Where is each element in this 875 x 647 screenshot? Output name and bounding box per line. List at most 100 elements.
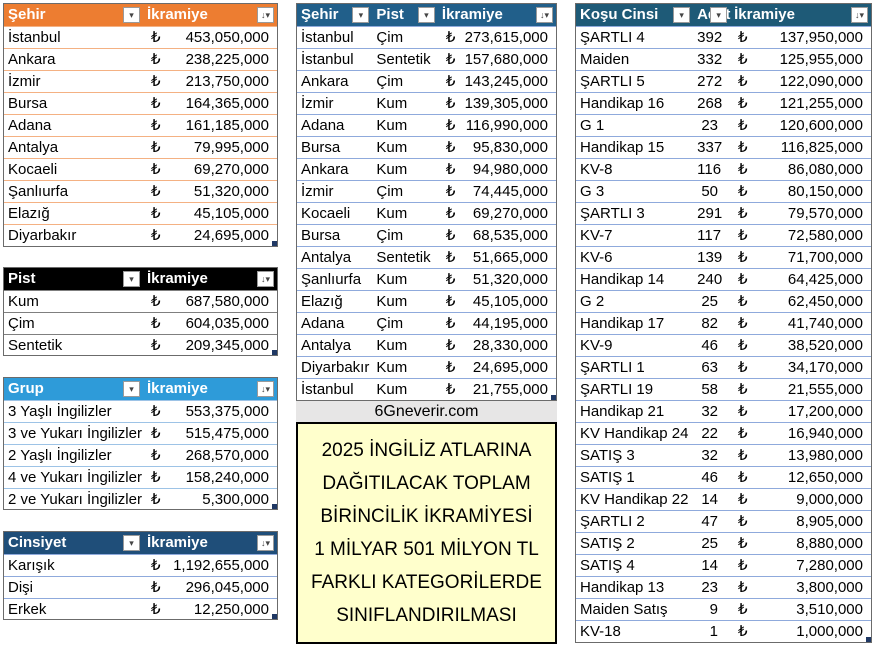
prize-value: 34,170,000 (787, 358, 863, 376)
table-row: Adana ₺ 161,185,000 (4, 114, 277, 136)
label-cell: Çim (376, 182, 404, 200)
currency-symbol: ₺ (445, 116, 456, 134)
table-row: Diyarbakır Kum ₺ 24,695,000 (297, 356, 556, 378)
currency-symbol: ₺ (738, 578, 748, 596)
table-resize-handle[interactable] (866, 637, 871, 642)
prize-value: 12,250,000 (193, 600, 269, 618)
currency-symbol: ₺ (150, 116, 161, 134)
column-header: Şehir ▾ (4, 4, 143, 26)
table-resize-handle[interactable] (272, 614, 277, 619)
label-cell: G 1 (580, 116, 605, 134)
prize-value: 553,375,000 (185, 402, 269, 420)
filter-dropdown-icon[interactable]: ▾ (417, 7, 435, 23)
table-row: Handikap 17 82 ₺ 41,740,000 (576, 312, 871, 334)
prize-cell: ₺ 553,375,000 (143, 401, 277, 423)
currency-symbol: ₺ (738, 204, 748, 222)
prize-cell: ₺ 164,365,000 (143, 93, 277, 115)
label-cell: Kum (376, 336, 408, 354)
table-row: İstanbul ₺ 453,050,000 (4, 26, 277, 48)
prize-cell: ₺ 41,740,000 (730, 313, 871, 335)
prize-value: 79,570,000 (787, 204, 863, 222)
prize-value: 116,990,000 (465, 116, 548, 134)
label-cell: Kum (376, 138, 408, 156)
sort-descending-icon[interactable]: ↓▾ (257, 7, 274, 23)
table-row: Çim ₺ 604,035,000 (4, 312, 277, 334)
table-row: Maiden Satış 9 ₺ 3,510,000 (576, 598, 871, 620)
prize-value: 64,425,000 (787, 270, 863, 288)
filter-dropdown-icon[interactable]: ▾ (352, 7, 370, 23)
column-header: İkramiye ↓▾ (438, 4, 556, 26)
table-row: KV-18 1 ₺ 1,000,000 (576, 620, 871, 642)
count-cell: 117 (697, 226, 722, 244)
table-resize-handle[interactable] (551, 395, 556, 400)
table-resize-handle[interactable] (272, 241, 277, 246)
table-resize-handle[interactable] (272, 350, 277, 355)
prize-value: 453,050,000 (185, 28, 269, 46)
table-row: Elazığ ₺ 45,105,000 (4, 202, 277, 224)
currency-symbol: ₺ (150, 556, 161, 574)
sort-descending-icon[interactable]: ↓▾ (536, 7, 553, 23)
label-cell: Diyarbakır (301, 358, 370, 376)
count-cell: 23 (701, 578, 718, 596)
count-cell: 14 (701, 490, 718, 508)
sort-descending-icon[interactable]: ↓▾ (257, 381, 274, 397)
prize-cell: ₺ 209,345,000 (143, 335, 277, 357)
currency-symbol: ₺ (150, 138, 161, 156)
currency-symbol: ₺ (150, 226, 161, 244)
prize-cell: ₺ 12,250,000 (143, 599, 277, 621)
filter-dropdown-icon[interactable]: ▾ (673, 7, 691, 23)
filter-dropdown-icon[interactable]: ▾ (122, 535, 140, 551)
filter-dropdown-icon[interactable]: ▾ (122, 7, 140, 23)
currency-symbol: ₺ (738, 116, 748, 134)
label-cell: Karışık (8, 556, 55, 574)
sort-descending-icon[interactable]: ↓▾ (257, 535, 274, 551)
column-header-label: İkramiye (734, 6, 795, 23)
table-row: Handikap 13 23 ₺ 3,800,000 (576, 576, 871, 598)
filter-dropdown-icon[interactable]: ▾ (122, 381, 140, 397)
label-cell: Handikap 15 (580, 138, 665, 156)
label-cell: Maiden (580, 50, 630, 68)
table-resize-handle[interactable] (272, 504, 277, 509)
label-cell: SATIŞ 4 (580, 556, 635, 574)
label-cell: 3 Yaşlı İngilizler (8, 402, 112, 420)
prize-value: 95,830,000 (472, 138, 548, 156)
prize-cell: ₺ 80,150,000 (730, 181, 871, 203)
sort-descending-icon[interactable]: ↓▾ (257, 271, 274, 287)
label-cell: KV-8 (580, 160, 613, 178)
table-header: Pist ▾ İkramiye ↓▾ (4, 268, 277, 290)
banner-line: 1 MİLYAR 501 MİLYON TL (314, 539, 539, 560)
prize-cell: ₺ 24,695,000 (143, 225, 277, 247)
label-cell: Şanlıurfa (301, 270, 362, 288)
prize-cell: ₺ 116,825,000 (730, 137, 871, 159)
prize-cell: ₺ 3,800,000 (730, 577, 871, 599)
label-cell: Maiden Satış (580, 600, 668, 618)
prize-value: 72,580,000 (787, 226, 863, 244)
filter-dropdown-icon[interactable]: ▾ (710, 7, 728, 23)
table-row: Maiden 332 ₺ 125,955,000 (576, 48, 871, 70)
prize-cell: ₺ 687,580,000 (143, 291, 277, 313)
prize-cell: ₺ 38,520,000 (730, 335, 871, 357)
prize-value: 116,825,000 (780, 138, 863, 156)
table-row: ŞARTLI 1 63 ₺ 34,170,000 (576, 356, 871, 378)
table-row: Sentetik ₺ 209,345,000 (4, 334, 277, 356)
table-row: Bursa ₺ 164,365,000 (4, 92, 277, 114)
prize-cell: ₺ 94,980,000 (438, 159, 556, 181)
filter-dropdown-icon[interactable]: ▾ (122, 271, 140, 287)
prize-value: 143,245,000 (464, 72, 548, 90)
prize-cell: ₺ 125,955,000 (730, 49, 871, 71)
label-cell: Bursa (301, 138, 341, 156)
prize-value: 51,320,000 (472, 270, 548, 288)
label-cell: Çim (376, 28, 404, 46)
column-header: Koşu Cinsi ▾ (576, 4, 693, 26)
currency-symbol: ₺ (150, 424, 161, 442)
prize-cell: ₺ 3,510,000 (730, 599, 871, 621)
currency-symbol: ₺ (738, 292, 748, 310)
site-label: 6Gneverir.com (296, 401, 557, 422)
sort-descending-icon[interactable]: ↓▾ (851, 7, 868, 23)
table-row: G 3 50 ₺ 80,150,000 (576, 180, 871, 202)
table-row: Adana Çim ₺ 44,195,000 (297, 312, 556, 334)
prize-value: 51,665,000 (472, 248, 548, 266)
label-cell: İstanbul (301, 380, 354, 398)
currency-symbol: ₺ (738, 138, 748, 156)
table-header: Koşu Cinsi ▾Adet▾İkramiye ↓▾ (576, 4, 871, 26)
